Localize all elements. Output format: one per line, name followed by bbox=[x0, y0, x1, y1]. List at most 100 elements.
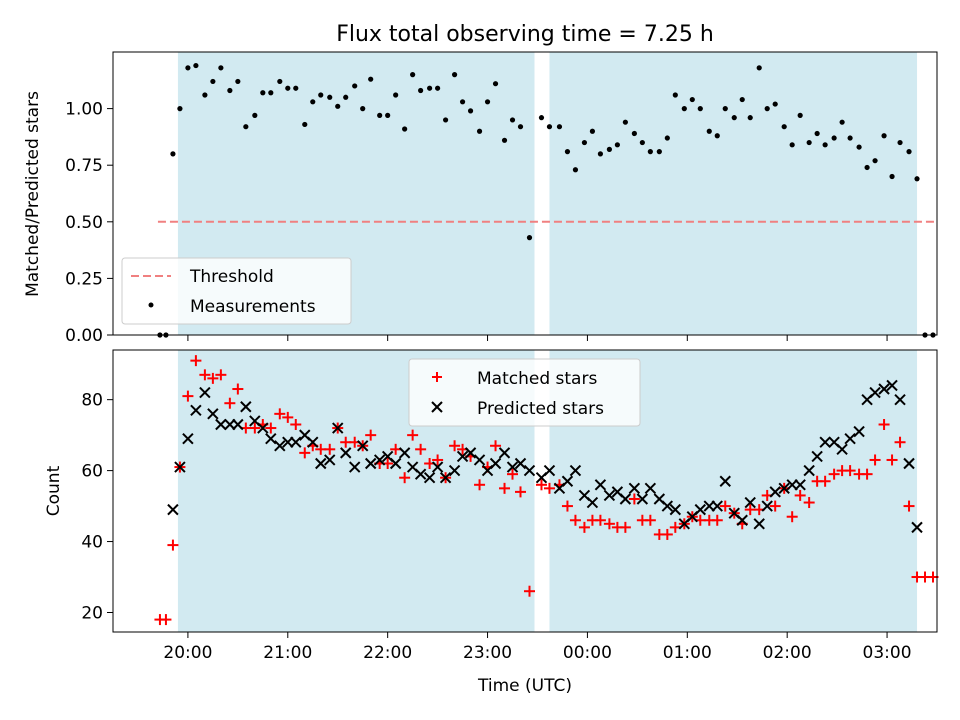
matched-star-point bbox=[399, 472, 411, 484]
predicted-star-point bbox=[473, 454, 486, 466]
matched-star-point bbox=[569, 514, 581, 526]
measurement-point bbox=[546, 124, 553, 130]
x-tick-label: 23:00 bbox=[463, 643, 512, 663]
x-tick-label: 01:00 bbox=[663, 643, 712, 663]
matched-star-point bbox=[803, 497, 815, 509]
y-tick-label: 80 bbox=[81, 391, 103, 411]
predicted-star-point bbox=[174, 461, 186, 473]
top-y-axis-label: Matched/Predicted stars bbox=[23, 91, 43, 297]
measurement-point bbox=[318, 92, 324, 98]
measurement-point bbox=[656, 149, 662, 155]
measurement-point bbox=[327, 94, 333, 100]
predicted-star-point bbox=[439, 471, 452, 484]
measurement-point bbox=[906, 149, 912, 155]
measurement-point bbox=[393, 92, 399, 98]
measurement-point bbox=[756, 65, 762, 71]
measurement-point bbox=[789, 142, 795, 148]
predicted-star-point bbox=[661, 500, 674, 512]
predicted-star-point bbox=[506, 461, 519, 473]
measurement-point bbox=[731, 115, 737, 121]
measurement-point bbox=[509, 117, 516, 123]
measurement-point bbox=[538, 115, 545, 121]
top-x-ticks bbox=[187, 335, 888, 341]
predicted-star-point bbox=[290, 436, 302, 448]
measurement-point bbox=[581, 139, 588, 146]
predicted-star-point bbox=[694, 503, 706, 516]
legend-matched-label: Matched stars bbox=[477, 369, 597, 389]
y-tick-label: 1.00 bbox=[65, 100, 103, 120]
y-tick-label: 20 bbox=[81, 603, 103, 623]
matched-star-point bbox=[365, 429, 377, 441]
matched-star-point bbox=[894, 436, 906, 448]
x-tick-label: 02:00 bbox=[763, 643, 812, 663]
predicted-star-point bbox=[356, 440, 369, 452]
measurement-point bbox=[781, 124, 787, 130]
predicted-star-point bbox=[364, 457, 377, 470]
matched-star-point bbox=[474, 479, 486, 491]
x-tick-label: 21:00 bbox=[263, 643, 312, 663]
chart-title: Flux total observing time = 7.25 h bbox=[336, 22, 714, 47]
predicted-star-point bbox=[274, 440, 286, 452]
predicted-star-point bbox=[199, 386, 211, 399]
predicted-star-point bbox=[464, 447, 477, 459]
measurement-point bbox=[385, 112, 391, 118]
measurement-point bbox=[706, 128, 712, 134]
measurement-point bbox=[889, 173, 895, 180]
predicted-star-point bbox=[523, 464, 536, 477]
measurement-point bbox=[418, 87, 424, 94]
y-tick-label: 0.00 bbox=[65, 326, 103, 346]
measurement-point bbox=[427, 85, 433, 91]
measurement-point bbox=[210, 78, 216, 85]
measurement-point bbox=[597, 151, 604, 157]
bottom-axes-frame bbox=[112, 349, 938, 633]
matched-star-point bbox=[794, 489, 806, 501]
predicted-star-point bbox=[761, 500, 773, 512]
x-tick-label: 22:00 bbox=[363, 643, 412, 663]
predicted-star-point bbox=[669, 503, 682, 516]
measurement-point bbox=[193, 62, 199, 69]
predicted-star-point bbox=[398, 447, 411, 459]
measurement-point bbox=[639, 139, 645, 146]
predicted-star-point bbox=[448, 464, 461, 477]
y-tick-label: 0.25 bbox=[65, 269, 103, 289]
top-panel: 0.00 0.25 0.50 0.75 1.00 Matched/Predicted s… bbox=[23, 51, 938, 346]
predicted-star-point bbox=[215, 418, 227, 431]
measurement-point bbox=[864, 164, 870, 171]
predicted-star-point bbox=[315, 457, 327, 470]
measurement-point bbox=[185, 65, 191, 71]
y-tick-label: 0.75 bbox=[65, 156, 103, 176]
x-axis-label: Time (UTC) bbox=[477, 676, 572, 696]
matched-star-point bbox=[215, 369, 227, 381]
matched-star-point bbox=[819, 475, 831, 487]
measurement-point bbox=[268, 90, 274, 96]
matched-star-point bbox=[523, 585, 535, 597]
bottom-panel: 20 40 60 80 20:00 21:00 22:00 23:00 00:00 01:00 0… bbox=[44, 349, 939, 696]
measurement-point bbox=[517, 124, 524, 130]
matched-star-point bbox=[515, 486, 527, 498]
measurement-point bbox=[227, 87, 233, 94]
matched-star-point bbox=[390, 443, 402, 455]
matched-star-point bbox=[719, 500, 731, 512]
measurement-point bbox=[806, 139, 812, 146]
predicted-stars-series bbox=[167, 379, 923, 534]
x-tick-label: 20:00 bbox=[163, 643, 212, 663]
measurement-point bbox=[293, 85, 299, 91]
predicted-star-point bbox=[769, 486, 781, 498]
matched-star-point bbox=[249, 422, 261, 434]
y-tick-label: 0.50 bbox=[65, 213, 103, 233]
measurement-point bbox=[260, 90, 266, 96]
measurement-point bbox=[814, 130, 820, 137]
matched-star-point bbox=[828, 468, 840, 480]
predicted-star-point bbox=[711, 500, 723, 512]
measurement-point bbox=[476, 128, 483, 134]
predicted-star-point bbox=[911, 521, 923, 534]
y-tick-label: 40 bbox=[81, 533, 103, 553]
predicted-star-point bbox=[594, 479, 607, 491]
predicted-star-point bbox=[232, 418, 244, 431]
measurement-point bbox=[410, 72, 416, 78]
matched-star-point bbox=[886, 454, 898, 466]
top-y-axis: 0.00 0.25 0.50 0.75 1.00 bbox=[65, 100, 113, 346]
predicted-star-point bbox=[778, 482, 790, 495]
matched-star-point bbox=[561, 500, 573, 512]
